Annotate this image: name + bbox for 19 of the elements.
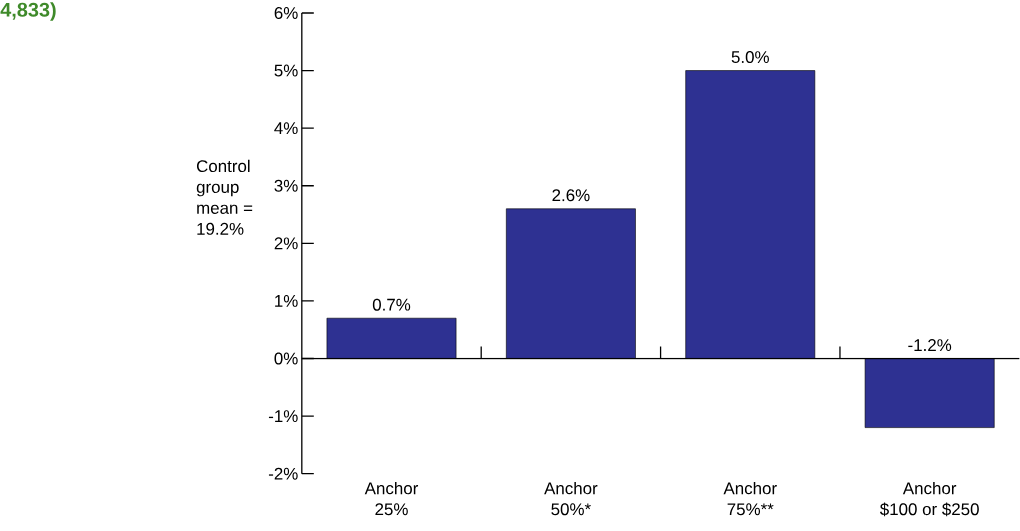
x-tick-label: Anchor 25%: [364, 482, 419, 516]
data-label: 5.0%: [731, 51, 769, 64]
x-tick-label: Anchor 50%*: [544, 482, 598, 516]
data-label: -1.2%: [908, 339, 952, 352]
x-tick-label: Anchor $100 or $250: [879, 482, 979, 517]
y-tick-label: 3%: [274, 179, 298, 192]
y-tick-label: 6%: [274, 7, 298, 20]
text: 4,833): [0, 2, 56, 21]
y-tick-label: 0%: [274, 352, 298, 365]
y-tick-label: -2%: [268, 467, 298, 480]
x-tick-label: Anchor 75%**: [723, 482, 777, 516]
data-label: 0.7%: [372, 298, 411, 311]
y-tick-label: -1%: [268, 410, 298, 423]
y-tick-label: 5%: [274, 64, 298, 77]
text: Control group mean = 19.2%: [196, 159, 253, 236]
y-tick-label: 2%: [274, 237, 298, 250]
y-tick-label: 1%: [275, 295, 298, 307]
data-label: 2.6%: [552, 189, 590, 202]
y-tick-label: 4%: [274, 122, 298, 135]
